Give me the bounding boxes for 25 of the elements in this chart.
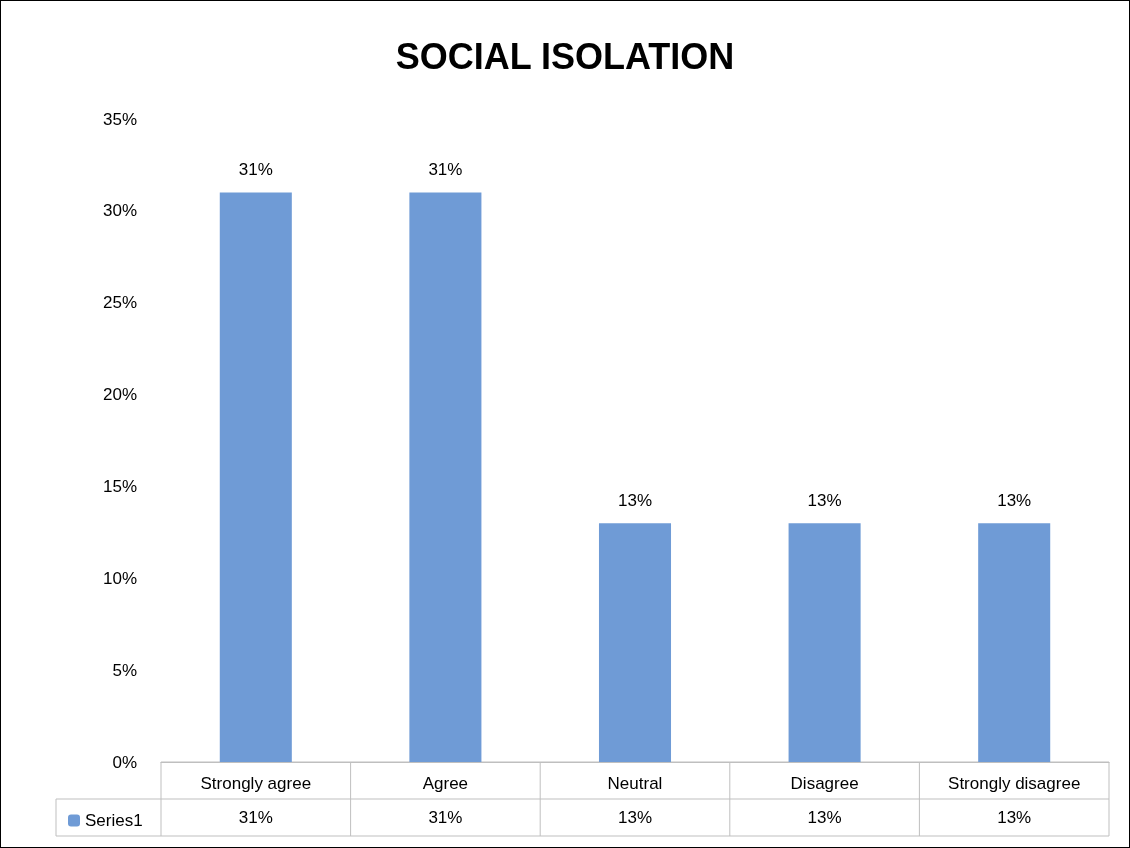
text: 13%: [617, 491, 653, 511]
x-tick-label: Agree: [422, 774, 469, 793]
y-tick-label: 35%: [102, 109, 137, 129]
y-tick-label: 15%: [102, 476, 137, 496]
y-tick-label: 10%: [102, 568, 137, 588]
y-tick-label: 20%: [102, 385, 137, 405]
x-tick-label: Strongly disagree: [948, 774, 1081, 793]
y-tick-label: 25%: [102, 293, 137, 313]
data-label: 13%: [997, 808, 1032, 827]
y-tick-label: 0%: [112, 752, 137, 772]
text: 31%: [238, 160, 273, 180]
x-tick-label: Disagree: [790, 774, 859, 793]
data-label: 13%: [807, 808, 842, 827]
data-label: 31%: [428, 808, 463, 827]
legend-label: Series1: [85, 811, 143, 830]
y-tick-label: 5%: [112, 660, 137, 680]
x-tick-label: Strongly agree: [200, 774, 312, 793]
y-tick-label: 30%: [102, 201, 137, 221]
text: 13%: [807, 491, 842, 511]
chart-title: SOCIAL ISOLATION: [395, 35, 735, 77]
data-label: 31%: [238, 808, 273, 827]
data-label: 13%: [617, 808, 653, 827]
text: 31%: [428, 160, 463, 180]
x-tick-label: Neutral: [607, 774, 663, 793]
text: 13%: [997, 491, 1032, 511]
